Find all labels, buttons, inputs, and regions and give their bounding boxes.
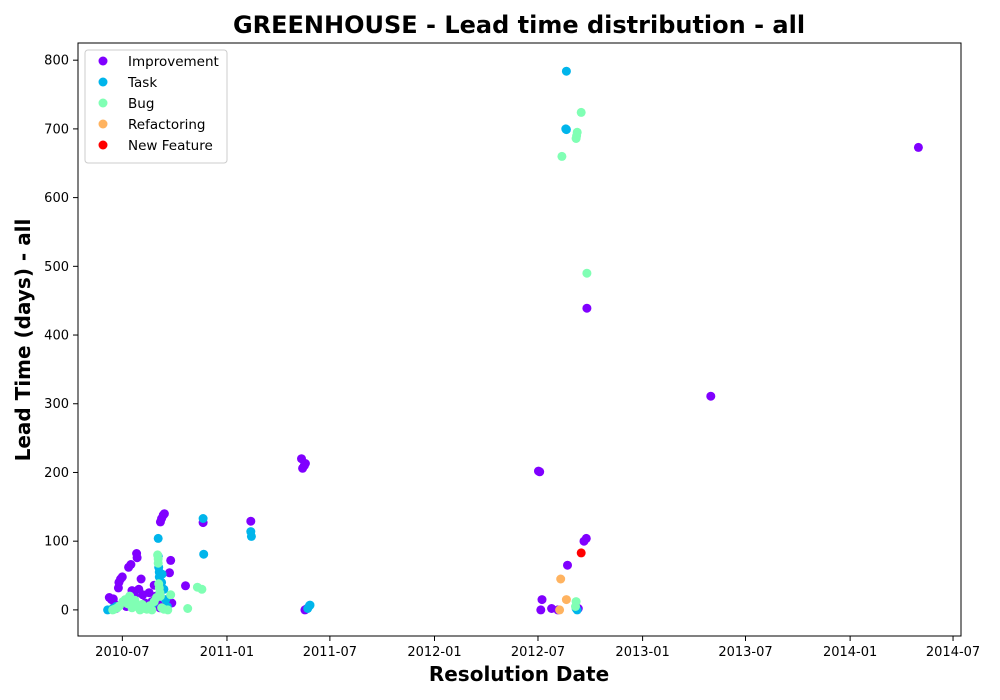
y-tick-label: 600	[44, 191, 69, 206]
y-tick-label: 500	[44, 260, 69, 275]
y-axis-label: Lead Time (days) - all	[11, 219, 35, 462]
data-point	[557, 151, 567, 161]
data-point	[147, 605, 157, 615]
x-tick-label: 2013-01	[615, 645, 669, 660]
plot-frame	[77, 42, 962, 637]
legend-label: Task	[127, 75, 157, 91]
data-point	[117, 572, 127, 582]
legend-box	[84, 49, 228, 164]
data-point	[166, 555, 176, 565]
y-tick-label: 400	[44, 329, 69, 344]
x-tick-label: 2010-07	[95, 645, 149, 660]
data-point	[537, 595, 547, 605]
data-point	[157, 569, 167, 579]
x-tick-label: 2014-07	[926, 645, 980, 660]
data-point	[536, 605, 546, 615]
data-point	[163, 605, 173, 615]
data-point	[246, 531, 256, 541]
data-point	[144, 588, 154, 598]
y-tick-label: 200	[44, 466, 69, 481]
data-point	[572, 127, 582, 137]
data-point	[300, 459, 310, 468]
y-tick-label: 0	[61, 603, 69, 618]
data-point	[165, 568, 174, 578]
data-point	[555, 605, 565, 615]
x-tick-label: 2012-01	[407, 645, 461, 660]
data-point	[561, 125, 571, 135]
y-tick-label: 800	[44, 54, 69, 69]
data-point	[153, 533, 163, 543]
data-point	[561, 595, 571, 605]
data-point	[706, 391, 716, 401]
data-point	[563, 560, 572, 570]
data-point	[576, 107, 586, 117]
legend-marker	[98, 140, 108, 150]
x-axis-label: Resolution Date	[429, 662, 609, 686]
legend-marker	[98, 77, 108, 87]
data-point	[132, 553, 142, 563]
y-tick-label: 100	[44, 535, 69, 550]
data-point	[197, 584, 207, 594]
legend-label: Improvement	[128, 54, 219, 70]
data-point	[581, 533, 591, 543]
data-point	[246, 516, 256, 526]
data-point	[166, 590, 176, 600]
data-point	[181, 581, 190, 591]
data-point	[155, 591, 165, 601]
x-tick-label: 2011-01	[200, 645, 254, 660]
data-point	[582, 268, 592, 278]
data-point	[576, 548, 586, 558]
legend-label: Bug	[128, 96, 154, 112]
legend-label: Refactoring	[128, 117, 206, 133]
data-point	[556, 574, 566, 584]
y-tick-label: 700	[44, 122, 69, 137]
data-point	[159, 509, 169, 519]
data-points	[103, 66, 923, 615]
legend-marker	[98, 119, 108, 129]
x-tick-label: 2013-07	[718, 645, 772, 660]
data-point	[136, 574, 146, 584]
y-axis: 0 100 200 300 400 500 600 700 800	[44, 54, 78, 618]
legend-label: New Feature	[128, 138, 213, 154]
legend-marker	[98, 56, 108, 66]
x-tick-label: 2012-07	[511, 645, 565, 660]
data-point	[198, 514, 208, 523]
data-point	[305, 600, 315, 610]
data-point	[199, 549, 209, 559]
x-tick-label: 2014-01	[823, 645, 877, 660]
legend-marker	[98, 98, 108, 108]
data-point	[571, 602, 580, 611]
x-axis: 2010-07 2011-01 2011-07 2012-01 2012-07 2013-…	[95, 636, 980, 660]
data-point	[535, 467, 545, 477]
data-point	[561, 66, 571, 76]
data-point	[913, 142, 923, 152]
y-tick-label: 300	[44, 397, 69, 412]
legend: Improvement Task Bug Refactoring New Feature	[84, 49, 228, 164]
data-point	[153, 558, 163, 568]
data-point	[183, 604, 193, 613]
data-point	[126, 560, 136, 569]
chart-title: GREENHOUSE - Lead time distribution - al…	[233, 11, 805, 39]
x-tick-label: 2011-07	[303, 645, 357, 660]
data-point	[582, 303, 592, 313]
